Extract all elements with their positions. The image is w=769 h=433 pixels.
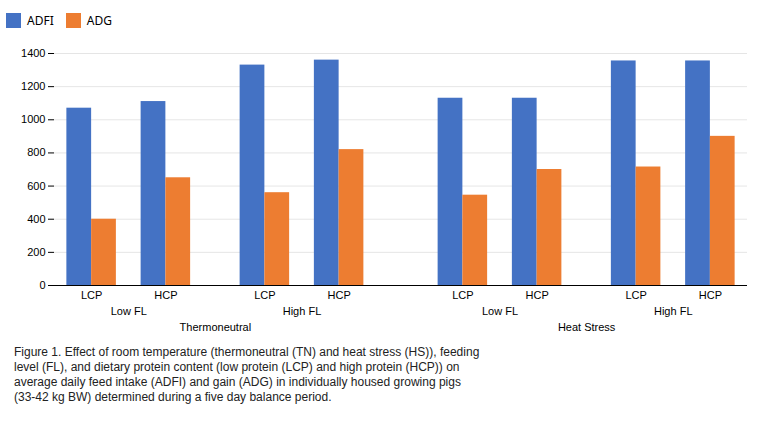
svg-text:Low FL: Low FL <box>482 305 518 317</box>
svg-text:HCP: HCP <box>699 289 722 301</box>
svg-text:Thermoneutral: Thermoneutral <box>180 321 252 333</box>
svg-text:800: 800 <box>27 146 45 158</box>
svg-text:LCP: LCP <box>625 289 646 301</box>
svg-text:0: 0 <box>39 279 45 291</box>
svg-text:HCP: HCP <box>154 289 177 301</box>
svg-text:LCP: LCP <box>81 289 102 301</box>
svg-text:200: 200 <box>27 246 45 258</box>
svg-text:600: 600 <box>27 180 45 192</box>
svg-text:High FL: High FL <box>283 305 322 317</box>
svg-text:HCP: HCP <box>328 289 351 301</box>
svg-text:1200: 1200 <box>21 80 45 92</box>
html-text:Figure 1. Effect of room tempe: Figure 1. Effect of room temperature (th… <box>14 345 480 404</box>
svg-text:400: 400 <box>27 213 45 225</box>
svg-text:1000: 1000 <box>21 113 45 125</box>
svg-text:HCP: HCP <box>526 289 549 301</box>
svg-text:High FL: High FL <box>654 305 693 317</box>
svg-text:Low FL: Low FL <box>111 305 147 317</box>
svg-text:LCP: LCP <box>254 289 275 301</box>
svg-text:1400: 1400 <box>21 47 45 59</box>
svg-text:Heat Stress: Heat Stress <box>558 321 616 333</box>
html-text:ADG: ADG <box>86 12 112 29</box>
html-text:ADFI: ADFI <box>27 12 54 29</box>
svg-text:LCP: LCP <box>452 289 473 301</box>
